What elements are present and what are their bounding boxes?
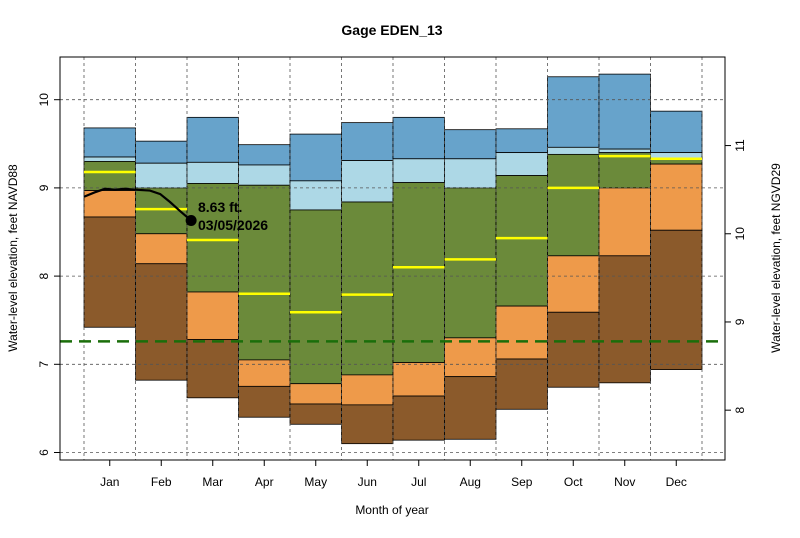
band-p25-sep	[495, 305, 548, 360]
band-p10-may	[289, 403, 342, 425]
x-tick-label: Dec	[666, 475, 687, 489]
y-axis-label: Water-level elevation, feet NAVD88	[6, 164, 20, 352]
band-p10-jan	[83, 216, 136, 328]
x-axis-label: Month of year	[355, 503, 428, 517]
band-p25-jun	[341, 374, 394, 406]
x-tick-label: Feb	[151, 475, 172, 489]
y-right-tick-label: 10	[733, 227, 747, 241]
band-p25-feb	[135, 233, 188, 265]
band-p75-may	[289, 209, 342, 385]
current-value-point	[185, 215, 197, 227]
band-max-jun	[341, 122, 394, 161]
band-p75-mar	[186, 183, 239, 293]
x-tick-label: Aug	[460, 475, 481, 489]
band-p25-nov	[598, 187, 651, 257]
band-max-aug	[444, 129, 497, 160]
band-p25-aug	[444, 337, 497, 378]
y-tick-label: 10	[37, 93, 51, 107]
band-p75-jul	[392, 182, 445, 363]
chart-title: Gage EDEN_13	[341, 22, 442, 38]
band-p75-oct	[547, 153, 600, 257]
band-p90-apr	[238, 164, 291, 186]
band-p10-apr	[238, 385, 291, 418]
band-p75-aug	[444, 187, 497, 339]
y-tick-label: 9	[37, 184, 51, 191]
annotation-value: 8.63 ft.	[198, 199, 242, 215]
band-p10-dec	[650, 229, 703, 370]
x-tick-label: Mar	[202, 475, 223, 489]
current-year-line	[83, 187, 192, 222]
band-max-may	[289, 133, 342, 182]
band-p75-jan	[83, 161, 136, 191]
band-p10-aug	[444, 376, 497, 440]
band-p90-jun	[341, 160, 394, 203]
band-p10-mar	[186, 339, 239, 399]
band-p90-feb	[135, 162, 188, 189]
band-max-jan	[83, 127, 136, 158]
band-p25-may	[289, 383, 342, 405]
y-right-tick-label: 9	[733, 318, 747, 325]
y-axis-right-label: Water-level elevation, feet NGVD29	[769, 163, 783, 353]
y-right-tick-label: 11	[733, 139, 747, 152]
band-p10-feb	[135, 263, 188, 381]
x-tick-label: Oct	[564, 475, 583, 489]
y-tick-label: 8	[37, 272, 51, 279]
band-p10-sep	[495, 358, 548, 410]
band-p25-dec	[650, 163, 703, 231]
band-p90-aug	[444, 158, 497, 189]
x-tick-label: Jul	[411, 475, 426, 489]
x-tick-label: Sep	[511, 475, 533, 489]
x-tick-label: Apr	[255, 475, 274, 489]
band-p10-oct	[547, 311, 600, 388]
band-p75-apr	[238, 184, 291, 361]
band-p90-jan	[83, 156, 136, 162]
band-max-mar	[186, 116, 239, 163]
band-p75-nov	[598, 152, 651, 189]
band-p25-apr	[238, 359, 291, 387]
band-p25-jan	[83, 190, 136, 218]
y-tick-label: 6	[37, 449, 51, 456]
plot-frame	[59, 56, 726, 461]
y-tick-label: 7	[37, 361, 51, 368]
band-p10-nov	[598, 255, 651, 384]
band-max-jul	[392, 116, 445, 160]
x-tick-label: Nov	[614, 475, 635, 489]
band-max-nov	[598, 73, 651, 150]
band-p10-jun	[341, 404, 394, 445]
x-tick-label: May	[304, 475, 327, 489]
y-right-tick-label: 8	[733, 407, 747, 414]
band-p25-mar	[186, 291, 239, 341]
band-max-dec	[650, 110, 703, 154]
band-p25-oct	[547, 255, 600, 313]
band-p75-sep	[495, 175, 548, 307]
band-p90-jul	[392, 158, 445, 184]
band-max-sep	[495, 128, 548, 154]
band-p90-oct	[547, 146, 600, 155]
band-max-feb	[135, 140, 188, 164]
x-tick-label: Jan	[100, 475, 119, 489]
band-p90-nov	[598, 148, 651, 154]
band-p25-jul	[392, 362, 445, 397]
band-p75-jun	[341, 201, 394, 376]
band-p90-mar	[186, 161, 239, 184]
x-tick-label: Jun	[358, 475, 377, 489]
band-max-apr	[238, 144, 291, 166]
band-p90-sep	[495, 152, 548, 176]
annotation-date: 03/05/2026	[198, 217, 268, 233]
band-p90-dec	[650, 152, 703, 159]
band-max-oct	[547, 76, 600, 148]
band-p90-may	[289, 180, 342, 211]
band-p10-jul	[392, 395, 445, 441]
